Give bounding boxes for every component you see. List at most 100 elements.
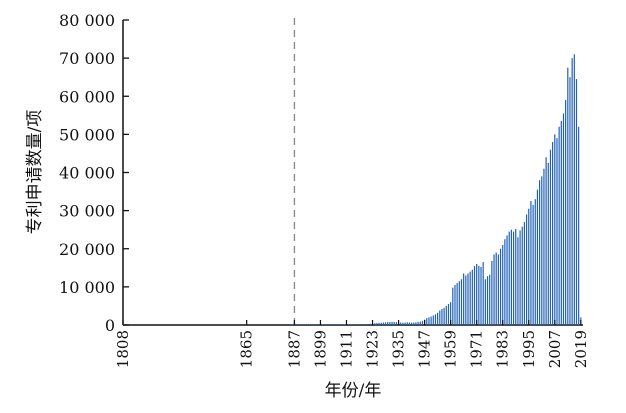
bar-1948	[426, 318, 428, 325]
y-tick-label: 20 000	[59, 240, 115, 259]
bar-1901	[324, 324, 326, 325]
x-tick-label: 1899	[311, 330, 329, 368]
bar-1889	[298, 324, 300, 325]
bar-1960	[452, 287, 454, 325]
bar-1898	[317, 324, 319, 325]
bar-1918	[361, 324, 363, 325]
bar-1933	[393, 321, 395, 325]
bar-1979	[493, 254, 495, 325]
y-tick-label: 50 000	[59, 125, 115, 144]
bar-1891	[302, 324, 304, 325]
bar-2000	[539, 180, 541, 326]
y-tick-label: 0	[105, 316, 115, 335]
bar-1897	[315, 324, 317, 325]
bar-1949	[428, 317, 430, 326]
x-tick-label: 1971	[468, 330, 486, 368]
x-tick-label: 1887	[285, 330, 303, 368]
bar-2007	[554, 134, 556, 326]
y-ticks-group: 0 10 000 20 000 30 000 40 000 50 000 60 000 70 …	[59, 11, 129, 335]
bar-1902	[326, 324, 328, 325]
bar-1939	[406, 322, 408, 325]
y-tick-label: 40 000	[59, 164, 115, 183]
bar-1894	[309, 324, 311, 325]
bar-1944	[417, 321, 419, 325]
bar-1977	[489, 274, 491, 325]
bar-1921	[367, 324, 369, 325]
bar-1997	[532, 204, 534, 325]
bar-1904	[330, 324, 332, 325]
bar-1985	[506, 235, 508, 325]
bar-1956	[443, 307, 445, 325]
bar-1909	[341, 324, 343, 325]
bar-1912	[348, 324, 350, 325]
bar-2006	[552, 142, 554, 325]
bar-1917	[358, 324, 361, 325]
x-tick-label: 1911	[337, 330, 355, 368]
bar-1919	[363, 324, 365, 325]
bar-1913	[350, 324, 352, 325]
bar-2013	[567, 67, 569, 325]
bar-1999	[536, 189, 539, 325]
x-tick-label: 2007	[546, 330, 564, 368]
bar-1924	[374, 323, 376, 325]
bar-1998	[534, 199, 536, 325]
bar-1892	[304, 324, 306, 325]
bar-1972	[478, 265, 480, 325]
bar-1988	[512, 231, 515, 325]
bar-2005	[549, 149, 552, 326]
y-tick-label: 70 000	[59, 49, 115, 68]
bar-1978	[491, 260, 493, 325]
bar-1996	[530, 201, 532, 325]
bar-1969	[471, 269, 473, 325]
y-axis-title: 专利申请数量/项	[25, 110, 45, 235]
bar-1893	[306, 324, 309, 325]
x-tick-label: 1865	[238, 330, 256, 368]
bar-1971	[476, 264, 478, 325]
bar-1908	[339, 324, 341, 325]
bar-2014	[569, 77, 571, 325]
x-tick-label: 1923	[364, 330, 382, 368]
bar-1980	[495, 252, 497, 325]
y-tick-label: 10 000	[59, 278, 115, 297]
bar-1938	[404, 322, 406, 325]
bar-1914	[352, 324, 354, 325]
bar-1916	[356, 324, 358, 325]
bar-1982	[499, 248, 502, 325]
bar-2002	[543, 168, 545, 325]
bar-1989	[515, 228, 517, 325]
bar-1915	[354, 324, 356, 325]
bar-1955	[441, 308, 443, 325]
bar-1967	[467, 273, 469, 325]
x-tick-label: 1947	[416, 330, 434, 368]
bar-1965	[463, 273, 465, 325]
bar-1927	[380, 322, 382, 325]
y-tick-label: 30 000	[59, 202, 115, 221]
bar-1932	[391, 321, 393, 325]
bar-1890	[300, 324, 302, 325]
bar-1886	[291, 324, 293, 325]
bar-1961	[454, 284, 456, 325]
bar-2012	[565, 100, 567, 325]
bar-1973	[480, 267, 482, 325]
bar-1906	[335, 324, 337, 325]
bar-2016	[573, 54, 575, 326]
bar-2015	[571, 58, 573, 326]
bar-1888	[295, 324, 298, 325]
bar-2017	[575, 79, 578, 325]
x-ticks-group: 1808 1865 1887 1899 1911 1923 1935 1947 1959 1971…	[114, 320, 590, 368]
bar-1937	[402, 322, 404, 325]
bar-1990	[517, 237, 519, 325]
bar-1931	[389, 321, 391, 325]
bar-1943	[415, 322, 417, 325]
bar-1964	[460, 279, 463, 325]
bar-1983	[502, 244, 504, 325]
bar-1942	[413, 322, 415, 325]
bar-1941	[410, 322, 413, 325]
bar-1993	[523, 222, 526, 325]
x-tick-label: 1959	[442, 330, 460, 368]
bar-1905	[332, 324, 335, 325]
bar-1910	[343, 324, 345, 325]
bar-1936	[400, 322, 402, 325]
bar-1974	[482, 262, 484, 325]
